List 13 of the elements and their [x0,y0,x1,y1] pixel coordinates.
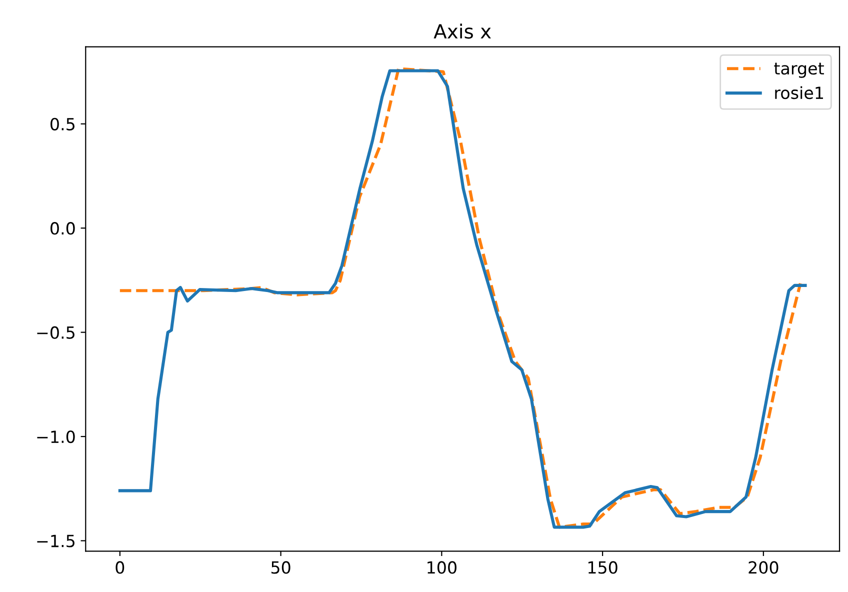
legend-label: rosie1 [775,86,823,100]
x-tick-label: 100 [428,561,456,574]
x-tick-label: 150 [588,561,618,574]
x-tick-label: 200 [748,561,778,574]
y-tick-label: −0.5 [37,326,74,339]
y-tick-label: 0.5 [50,118,74,130]
y-tick-label: −1.0 [37,430,75,444]
y-tick-label: −1.5 [37,534,74,548]
legend-label: target [774,62,824,78]
x-tick-label: 50 [271,561,290,574]
x-tick-label: 0 [116,561,124,574]
chart-title: Axis x [434,24,491,39]
y-tick-label: 0.0 [50,222,75,235]
